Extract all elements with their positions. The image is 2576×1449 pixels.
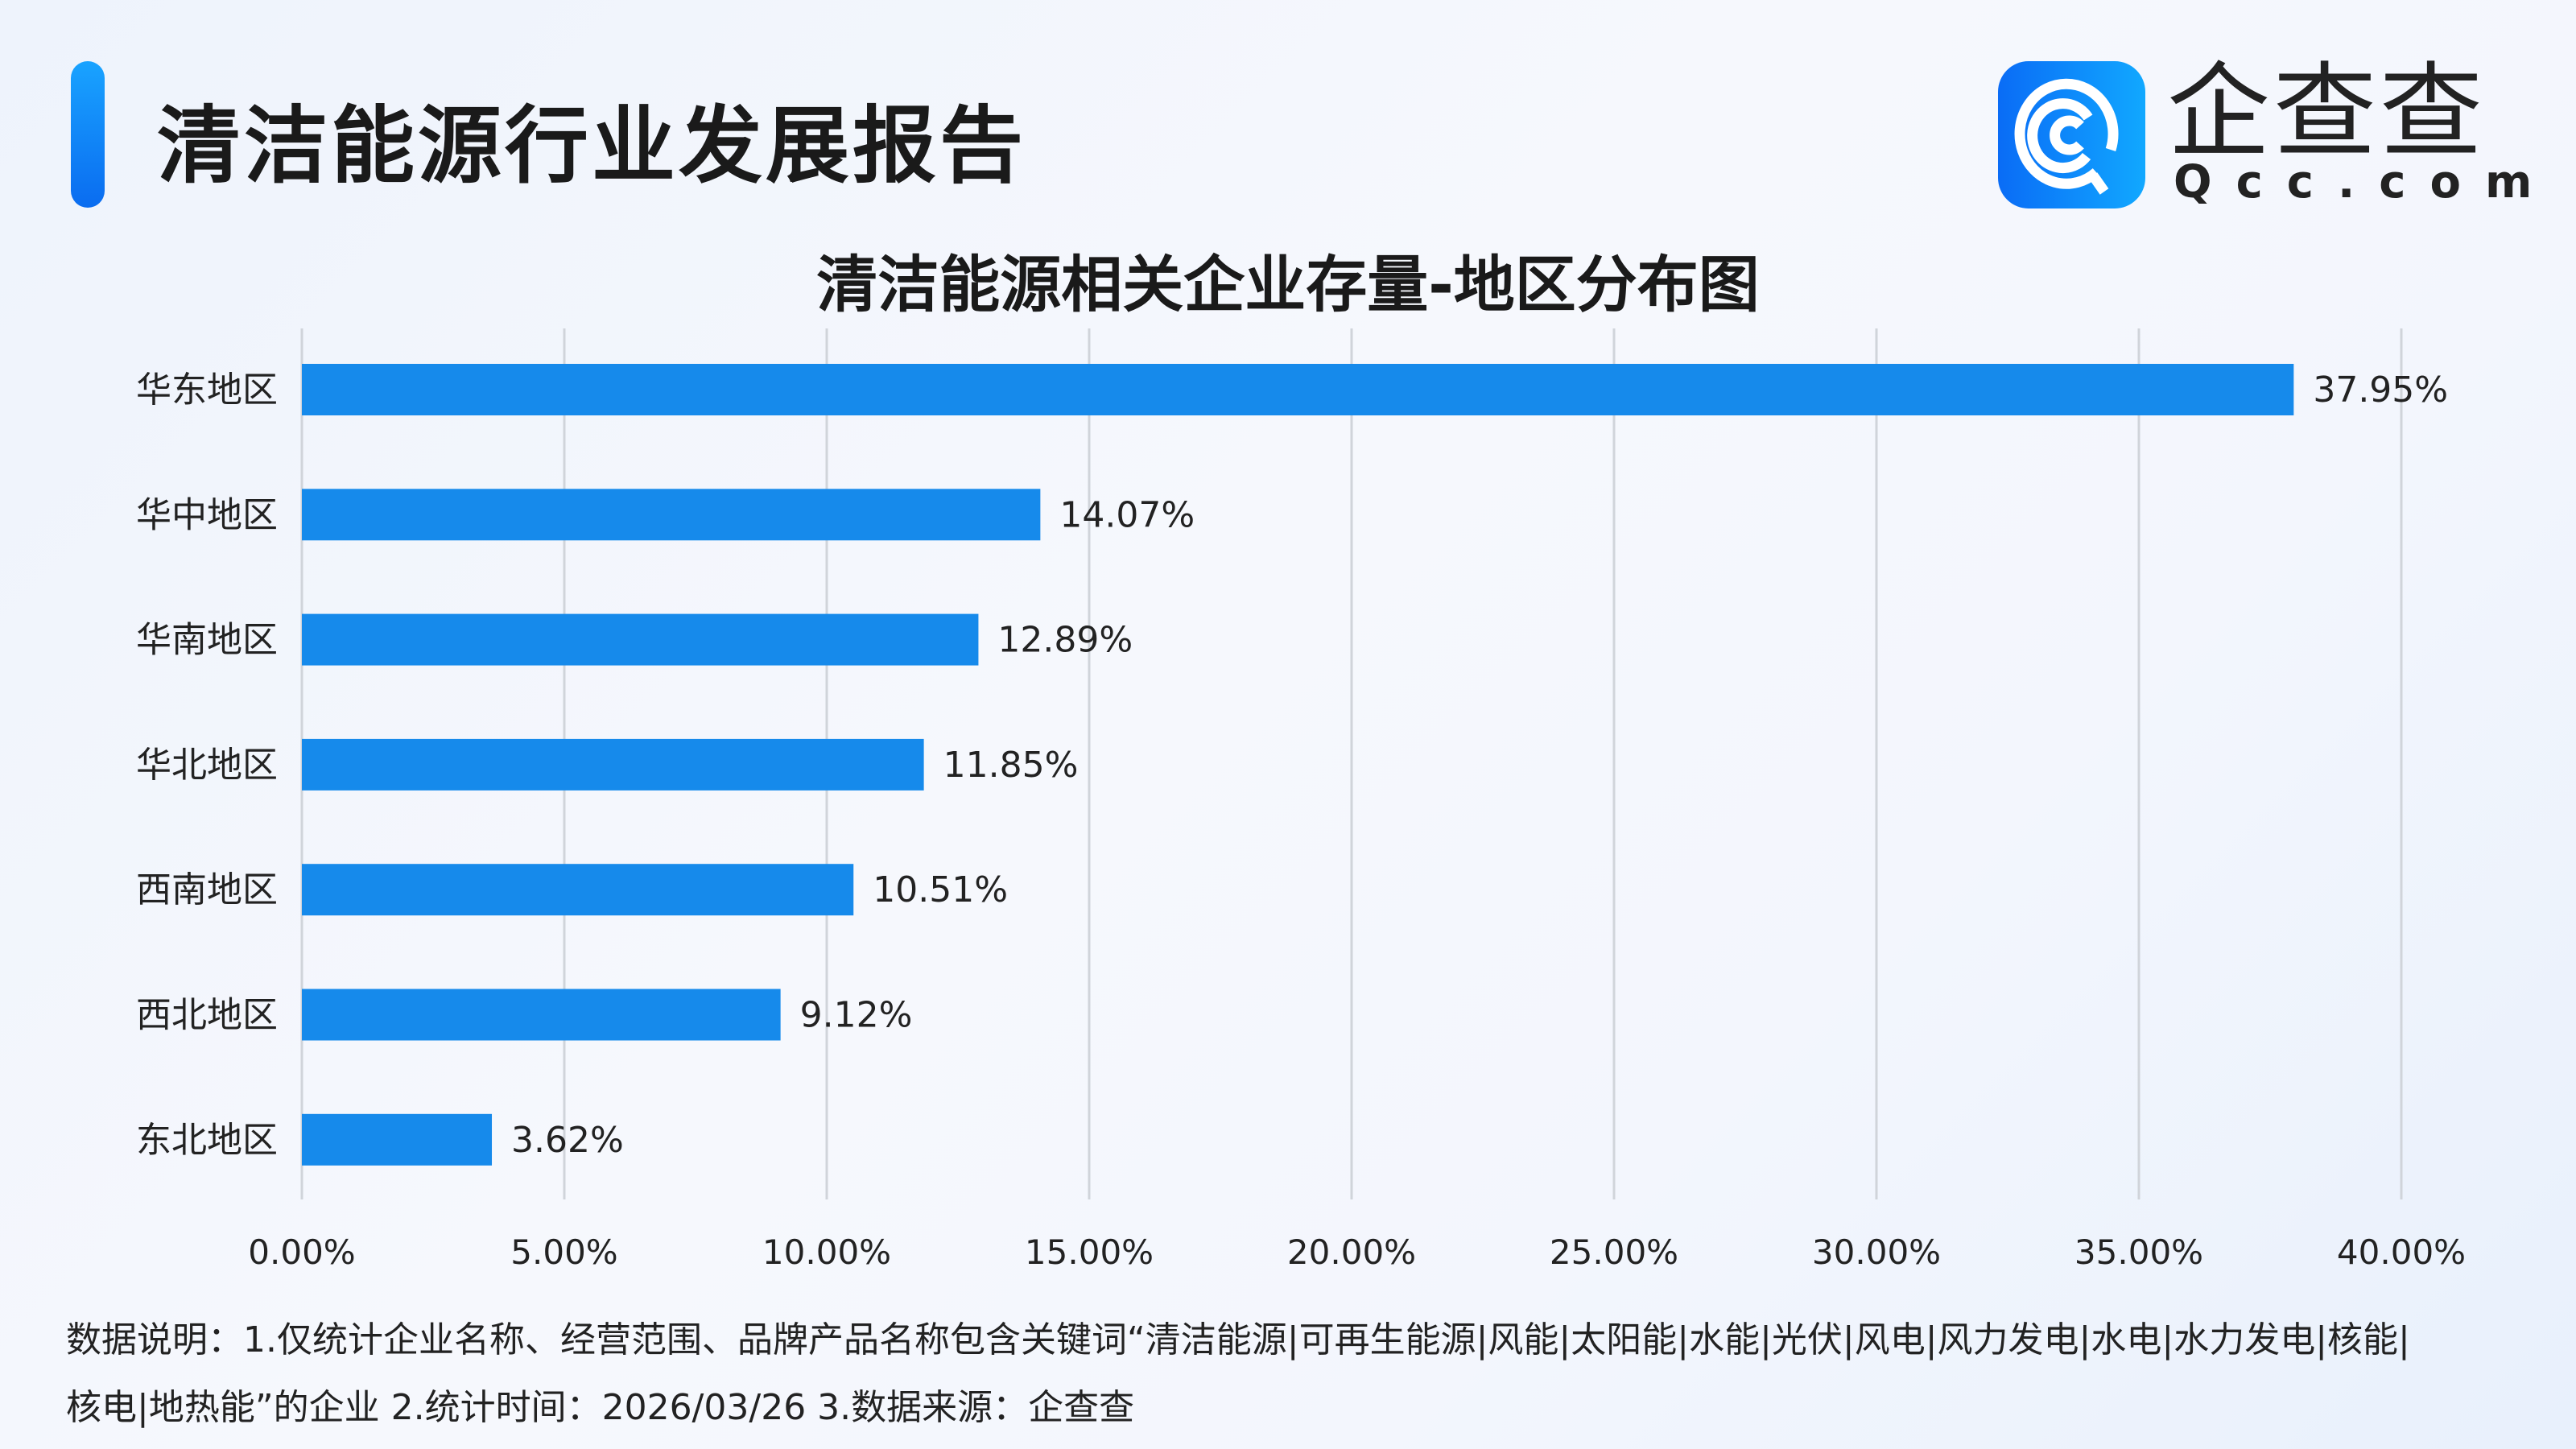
data-label: 14.07%: [1059, 494, 1195, 535]
x-tick-label: 40.00%: [2337, 1232, 2466, 1272]
logo-text-en: Qcc.com: [2174, 156, 2557, 208]
bar: [302, 613, 979, 666]
x-tick-label: 30.00%: [1812, 1232, 1941, 1272]
bar: [302, 489, 1041, 541]
data-label: 9.12%: [800, 995, 913, 1036]
category-label: 华中地区: [136, 494, 278, 535]
chart-title: 清洁能源相关企业存量-地区分布图: [816, 249, 1760, 320]
category-label: 东北地区: [136, 1120, 278, 1161]
x-tick-label: 15.00%: [1025, 1232, 1154, 1272]
bar: [302, 1113, 493, 1166]
category-label: 华南地区: [136, 620, 278, 661]
x-tick-label: 0.00%: [248, 1232, 355, 1272]
page-title: 清洁能源行业发展报告: [157, 97, 1027, 195]
x-tick-label: 10.00%: [762, 1232, 891, 1272]
category-label: 西南地区: [136, 869, 278, 910]
data-label: 12.89%: [997, 620, 1133, 661]
x-tick-label: 25.00%: [1550, 1232, 1678, 1272]
footer-note-line2: 核电|地热能”的企业 2.统计时间：2026/03/26 3.数据来源：企查查: [66, 1387, 1135, 1428]
footer-note-line1: 数据说明：1.仅统计企业名称、经营范围、品牌产品名称包含关键词“清洁能源|可再生…: [66, 1319, 2410, 1360]
logo-text-cn: 企查查: [2167, 52, 2487, 172]
data-label: 37.95%: [2313, 369, 2448, 411]
category-label: 华东地区: [136, 369, 278, 411]
bar: [302, 989, 781, 1041]
title-accent-bar: [71, 61, 105, 208]
category-label: 西北地区: [136, 995, 278, 1036]
bar: [302, 364, 2294, 415]
qcc-logo: 企查查 Qcc.com: [1998, 56, 2562, 210]
qcc-logo-icon: [1998, 61, 2145, 208]
bar: [302, 738, 924, 791]
category-label: 华北地区: [136, 745, 278, 786]
bar: [302, 864, 854, 916]
x-tick-label: 20.00%: [1287, 1232, 1416, 1272]
x-tick-label: 5.00%: [510, 1232, 617, 1272]
data-label: 3.62%: [511, 1120, 624, 1161]
data-label: 11.85%: [943, 745, 1079, 786]
data-label: 10.51%: [873, 869, 1008, 910]
x-tick-label: 35.00%: [2074, 1232, 2203, 1272]
